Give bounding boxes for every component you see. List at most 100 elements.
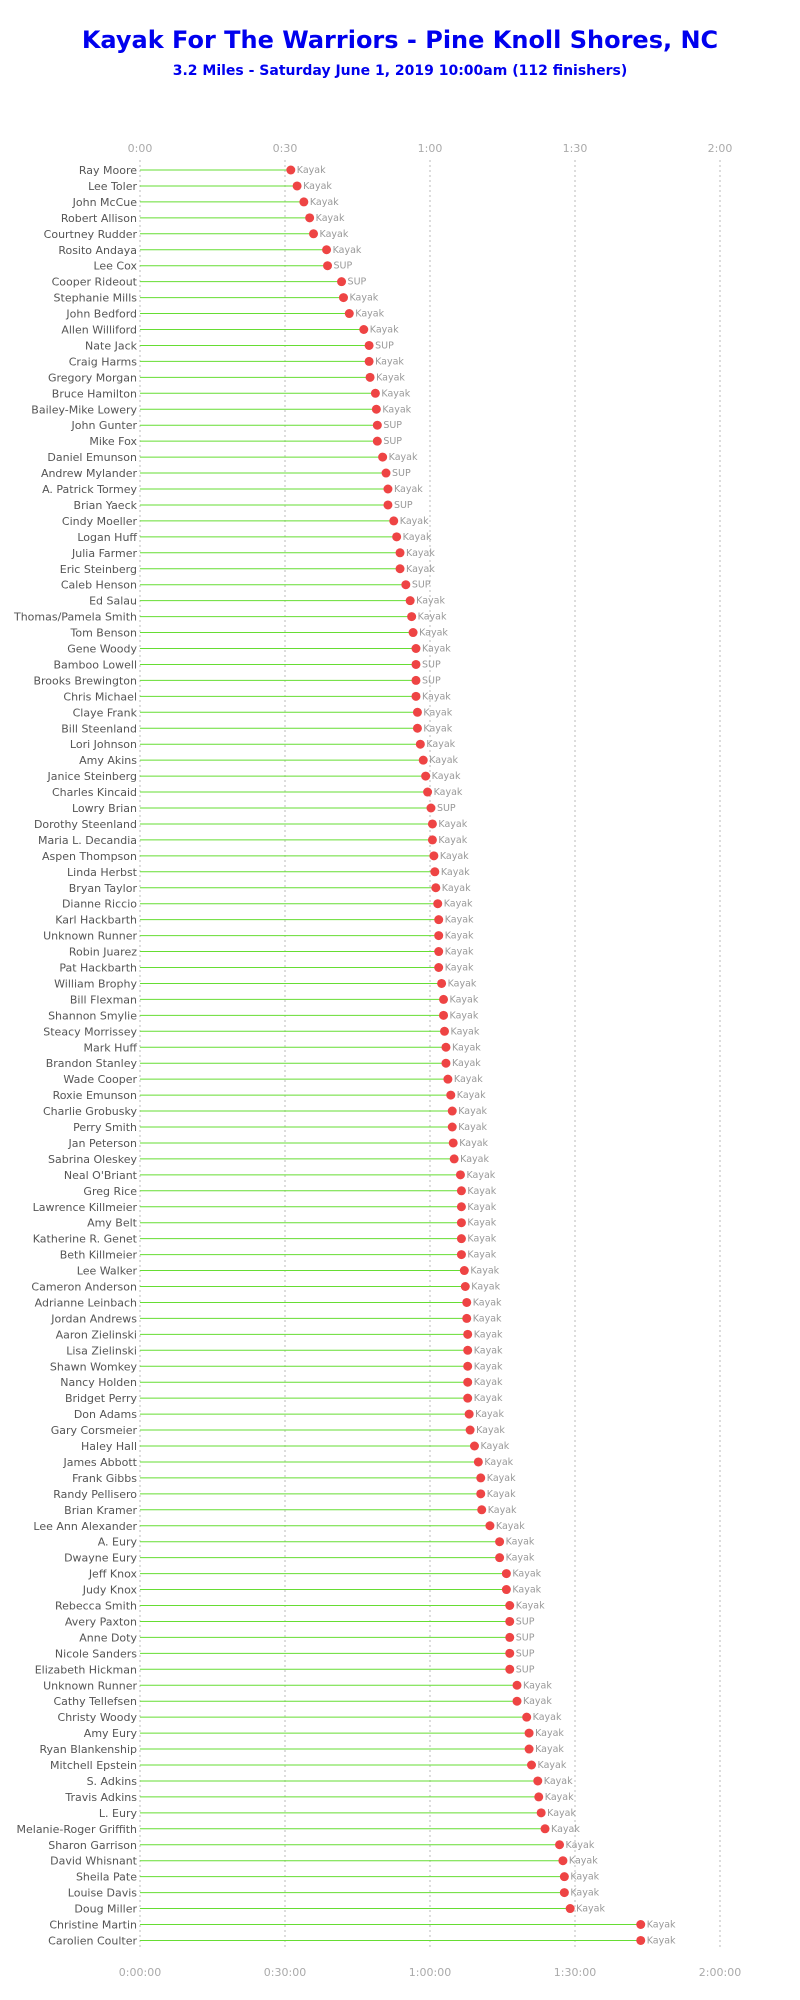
finish-time-dot [501,1585,511,1595]
finisher-name: Elizabeth Hickman [35,1663,137,1676]
finisher-name: Cathy Tellefsen [53,1695,137,1708]
boat-class-label: Kayak [303,181,332,192]
boat-class-label: Kayak [442,883,471,894]
finish-time-dot [439,1010,449,1020]
boat-class-label: Kayak [467,1186,496,1197]
finish-time-dot [469,1441,479,1451]
finisher-name: Nancy Holden [60,1376,137,1389]
boat-class-label: Kayak [473,1313,502,1324]
boat-class-label: Kayak [547,1808,576,1819]
boat-class-label: Kayak [416,596,445,607]
finish-time-dot [460,1282,470,1291]
finisher-row: Rebecca Smith Kayak [55,1600,545,1613]
finisher-name: Lee Toler [88,180,137,193]
finisher-name: Lee Ann Alexander [33,1520,137,1533]
finisher-row: Chris Michael Kayak [63,690,451,703]
finish-time-dot [371,404,381,414]
finish-time-dot [407,612,417,622]
finisher-name: Amy Eury [84,1727,138,1740]
boat-class-label: Kayak [394,484,423,495]
finisher-row: Robin Juarez Kayak [69,946,474,959]
finish-time-dot [476,1473,486,1483]
finisher-name: Jeff Knox [88,1568,138,1581]
boat-class-label: SUP [392,468,411,479]
finish-time-dot [463,1393,473,1403]
finisher-name: Mike Fox [89,435,137,448]
top-tick-label: 1:30 [563,142,588,155]
finisher-name: Jordan Andrews [50,1312,137,1325]
finish-time-dot [636,1935,646,1945]
finish-time-dot [337,277,347,287]
finisher-name: Thomas/Pamela Smith [13,611,137,624]
finisher-row: Charlie Grobusky Kayak [43,1105,488,1118]
boat-class-label: Kayak [551,1824,580,1835]
finisher-row: Rosito Andaya Kayak [58,244,362,257]
finisher-row: Randy Pellisero Kayak [53,1488,516,1501]
boat-class-label: Kayak [467,1234,496,1245]
boat-class-label: Kayak [376,372,405,383]
boat-class-label: Kayak [484,1457,513,1468]
boat-class-label: Kayak [474,1329,503,1340]
finish-time-dot [309,229,319,239]
finish-time-dot [365,372,375,382]
finisher-name: Katherine R. Genet [33,1233,138,1246]
boat-class-label: SUP [383,436,402,447]
finish-time-dot [323,261,333,271]
finisher-name: Louise Davis [68,1887,137,1900]
finish-time-dot [505,1616,515,1626]
boat-class-label: Kayak [523,1680,552,1691]
finisher-name: Avery Paxton [65,1615,137,1628]
boat-class-label: Kayak [474,1377,503,1388]
finisher-name: Brian Kramer [64,1504,137,1517]
finish-time-dot [559,1888,569,1898]
boat-class-label: Kayak [316,213,345,224]
finisher-name: Ray Moore [79,164,137,177]
finisher-row: Jordan Andrews Kayak [50,1312,502,1325]
boat-class-label: Kayak [487,1489,516,1500]
boat-class-label: Kayak [422,644,451,655]
finisher-row: Aspen Thompson Kayak [42,850,469,863]
finish-time-dot [536,1808,546,1818]
boat-class-label: Kayak [535,1728,564,1739]
finish-time-dot [423,787,433,797]
finisher-name: Shannon Smylie [48,1009,137,1022]
finisher-name: Bamboo Lowell [54,658,137,671]
finisher-name: Bill Steenland [61,722,137,735]
finish-time-dot [447,1106,457,1116]
finish-time-dot [389,516,399,526]
boat-class-label: Kayak [523,1696,552,1707]
finisher-name: Tom Benson [69,627,137,640]
finisher-name: Nate Jack [85,339,138,352]
finish-time-dot [443,1074,453,1084]
boat-class-label: Kayak [474,1361,503,1372]
finish-time-dot [524,1728,534,1738]
finisher-row: Bill Flexman Kayak [70,993,479,1006]
finish-time-dot [559,1872,569,1882]
finisher-name: Wade Cooper [63,1073,137,1086]
boat-class-label: SUP [383,420,402,431]
boat-class-label: Kayak [458,1122,487,1133]
finish-time-dot [412,707,422,717]
finish-time-dot [434,931,444,941]
finisher-row: Katherine R. Genet Kayak [33,1233,497,1246]
finisher-name: Stephanie Mills [54,292,138,305]
finisher-row: Dorothy Steenland Kayak [34,818,468,831]
finish-time-dot [447,1122,457,1132]
boat-class-label: Kayak [320,229,349,240]
finish-time-dot [405,596,415,606]
finish-time-dot [465,1425,475,1435]
boat-class-label: Kayak [422,691,451,702]
finisher-row: Karl Hackbarth Kayak [55,914,474,927]
boat-class-label: Kayak [506,1553,535,1564]
finisher-name: L. Eury [99,1807,138,1820]
finisher-row: Lori Johnson Kayak [70,738,456,751]
finisher-row: Cameron Anderson Kayak [31,1281,500,1294]
finish-time-dot [463,1329,473,1339]
finisher-name: Lawrence Killmeier [33,1201,138,1214]
finish-time-dot [305,213,315,223]
finish-time-dot [565,1904,575,1914]
boat-class-label: Kayak [419,628,448,639]
finisher-name: Rebecca Smith [55,1600,137,1613]
finisher-name: Charles Kincaid [52,786,137,799]
finisher-row: Gregory Morgan Kayak [48,371,405,384]
